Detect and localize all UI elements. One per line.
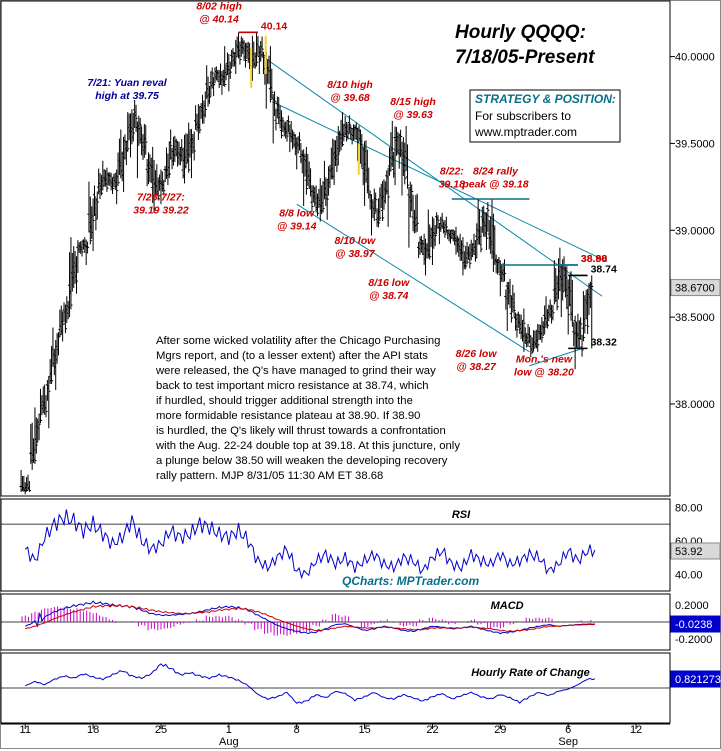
- price-tick-label: 39.5000: [675, 138, 715, 150]
- x-tick-label: 15: [358, 724, 370, 736]
- trendline-3: [296, 203, 530, 353]
- annotation-text: @ 38.97: [335, 248, 376, 260]
- annotation-text: 8/8 low: [279, 207, 315, 219]
- chart-title-line-1: Hourly QQQQ:: [455, 22, 586, 43]
- strategy-box: STRATEGY & POSITION: For subscribers to …: [469, 89, 621, 143]
- annotation-text: 8/10 low: [334, 235, 376, 247]
- commentary-line-5: if hurdled, should trigger additional st…: [156, 395, 413, 407]
- x-tick-label: 29: [494, 724, 506, 736]
- annotation-text: high at 39.75: [95, 90, 159, 102]
- commentary-line-3: were released, the Q's have managed to g…: [155, 365, 436, 377]
- annotation-text: 8/02 high: [196, 1, 242, 13]
- rsi-title: RSI: [452, 509, 471, 521]
- level-label: 38.88: [581, 253, 607, 265]
- commentary-line-1: After some wicked volatility after the C…: [156, 335, 440, 347]
- annotation-text: @ 38.27: [456, 361, 497, 373]
- annotation-text: peak @ 39.18: [461, 179, 528, 191]
- annotation-text: 8/26 low: [456, 348, 498, 360]
- rsi-tick-label: 80.00: [675, 502, 703, 514]
- level-label: 40.14: [261, 20, 287, 32]
- rsi-last-box: [670, 542, 721, 560]
- trendline-4: [529, 347, 583, 367]
- x-tick-label: 25: [155, 724, 167, 736]
- annotation-text: @ 39.14: [277, 220, 317, 232]
- macd-title: MACD: [491, 600, 524, 612]
- rsi-tick-label: 40.00: [675, 569, 703, 581]
- commentary-line-7: is hurdled, the Q's likely will thrust t…: [156, 425, 446, 437]
- trendline-1: [262, 56, 603, 297]
- annotation-text: 39.18: [439, 179, 465, 191]
- roc-line: [24, 663, 596, 704]
- macd-last-box: [670, 615, 721, 633]
- x-tick-label: 8: [294, 724, 300, 736]
- x-tick-label: 6: [565, 724, 571, 736]
- level-label: 38.74: [591, 263, 617, 275]
- commentary: After some wicked volatility after the C…: [155, 335, 460, 482]
- price-tick-label: 40.0000: [675, 52, 715, 64]
- annotation-text: @ 38.74: [369, 290, 409, 302]
- roc-last-box: [670, 670, 721, 688]
- trendline-2: [272, 101, 608, 262]
- commentary-line-10: rally pattern. MJP 8/31/05 11:30 AM ET 3…: [156, 470, 383, 482]
- x-tick-label: 22: [426, 724, 438, 736]
- x-month-label: Aug: [219, 736, 239, 748]
- strategy-heading: STRATEGY & POSITION:: [475, 92, 616, 106]
- annotation-text: @ 39.63: [393, 109, 433, 121]
- last-price-box: [670, 279, 721, 297]
- x-tick-label: 12: [630, 724, 642, 736]
- commentary-line-2: Mgrs report, and (to a lesser extent) af…: [156, 350, 428, 362]
- annotation-text: 8/24 rally: [473, 166, 519, 178]
- commentary-line-9: a plunge below 38.50 will weaken the dev…: [156, 455, 448, 467]
- price-bars: [19, 32, 594, 495]
- price-panel: [0, 0, 671, 497]
- commentary-line-4: back to test important micro resistance …: [156, 380, 429, 392]
- price-tick-label: 38.0000: [675, 399, 715, 411]
- x-tick-label: 11: [20, 724, 31, 736]
- chart-title-line-2: 7/18/05-Present: [455, 47, 595, 68]
- level-label: 38.32: [591, 336, 617, 348]
- roc-last-label: 0.821273: [675, 674, 721, 686]
- rsi-line: [24, 509, 596, 580]
- annotation-text: 7/26:7/27:: [137, 192, 185, 204]
- annotation-text: 8/10 high: [327, 79, 373, 91]
- strategy-line-2: www.mptrader.com: [474, 125, 577, 139]
- rsi-last-label: 53.92: [675, 546, 703, 558]
- annotation-text: @ 40.14: [199, 14, 239, 26]
- commentary-line-8: with the Aug. 22-24 double top at 39.18.…: [155, 440, 460, 452]
- macd-tick-label: 0.2000: [675, 600, 709, 612]
- annotation-text: low @ 38.20: [514, 366, 574, 378]
- commentary-line-6: more formidable resistance plateau at 38…: [156, 410, 420, 422]
- last-price-label: 38.6700: [675, 283, 715, 295]
- roc-title: Hourly Rate of Change: [471, 667, 590, 679]
- macd-last-label: -0.0238: [675, 619, 712, 631]
- macd-signal-line: [25, 604, 595, 633]
- x-month-label: Sep: [558, 736, 578, 748]
- annotation-text: Mon.'s new: [516, 353, 573, 365]
- annotation-text: 39.19 39.22: [133, 205, 189, 217]
- x-tick-label: 1: [226, 724, 232, 736]
- annotation-text: 8/16 low: [368, 277, 410, 289]
- rsi-panel: [0, 498, 671, 592]
- annotation-text: 8/15 high: [390, 96, 436, 108]
- credit-text: QCharts: MPTrader.com: [342, 574, 479, 588]
- level-label: 38.90: [581, 253, 607, 265]
- strategy-line-1: For subscribers to: [475, 109, 571, 123]
- annotation-text: 8/22:: [440, 166, 464, 178]
- annotation-text: @ 39.68: [330, 92, 370, 104]
- x-tick-label: 18: [87, 724, 99, 736]
- price-tick-label: 38.5000: [675, 312, 715, 324]
- price-tick-label: 39.0000: [675, 225, 715, 237]
- macd-tick-label: -0.2000: [675, 634, 712, 646]
- annotation-text: 7/21: Yuan reval: [87, 77, 167, 89]
